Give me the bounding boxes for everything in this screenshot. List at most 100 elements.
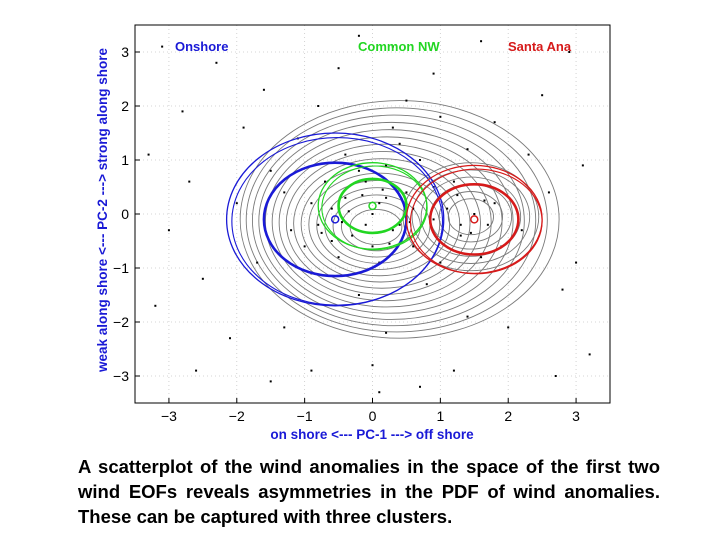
scatter-point [310,369,313,372]
scatter-point [337,256,340,259]
y-tick-label: −1 [113,260,129,276]
scatter-point [324,180,326,183]
scatter-point [466,315,469,318]
density-contour [447,198,494,236]
scatter-point [561,288,564,291]
scatter-point [391,45,394,48]
scatter-point [344,153,347,156]
scatter-point [419,159,421,161]
scatter-point [347,210,350,213]
scatter-point [161,45,164,48]
scatter-point [147,153,150,156]
density-contour [258,121,525,320]
y-tick-label: 1 [121,152,129,168]
scatter-point [364,223,367,226]
scatter-point [195,369,198,372]
scatter-point [575,261,578,264]
x-axis-label: on shore <--- PC-1 ---> off shore [270,427,474,442]
scatter-point [242,126,245,129]
scatter-point [269,169,272,172]
cluster-center [470,215,479,224]
scatter-point [385,196,388,199]
scatter-point [432,72,435,75]
cluster-circle-inner [428,182,520,256]
density-contour [278,143,492,302]
cluster-circles [225,132,543,307]
x-tick-label: 2 [504,408,512,424]
scatter-point [391,126,394,129]
scatter-point [357,169,360,172]
scatter-point [317,105,320,107]
scatter-point [167,229,170,232]
scatter-point [229,337,231,340]
scatter-point [469,231,472,234]
scatter-point [452,369,455,372]
density-contour [239,100,560,339]
figure-caption: A scatterplot of the wind anomalies in t… [78,456,660,527]
axis-ticks: −3 −2 −1 0 1 2 3 −3 −2 −1 0 1 2 3 [113,44,580,424]
density-contour [308,172,451,277]
cluster-circle-outer [231,137,444,306]
scatter-point [520,229,523,232]
scatter-point [256,261,259,264]
scatter-point [371,213,374,215]
legend-santa-ana: Santa Ana [508,39,572,54]
scatter-point [378,391,381,394]
scatter-point [357,34,360,37]
scatter-point [480,256,483,259]
density-contour [251,114,537,327]
scatter-points [147,34,591,394]
scatter-point [486,223,489,226]
scatter-point [412,207,415,210]
scatter-point [340,221,343,224]
density-contour [411,169,531,264]
scatter-point [439,261,442,264]
scatter-point [459,223,462,226]
scatter-point [269,380,272,383]
scatter-point [398,223,401,226]
scatter-point [201,277,204,280]
scatter-point [364,180,367,183]
scatter-point [303,245,306,248]
scatter-point [554,375,557,377]
scatter-point [262,88,265,91]
scatter-point [398,142,401,145]
scatter-point [381,188,384,191]
cluster-circle-outer [405,164,543,275]
scatter-point [283,326,286,329]
scatter-point [483,199,486,202]
scatter-point [446,207,449,210]
scatter-point [493,121,496,124]
scatter-point [320,231,323,234]
scatter-point [344,196,347,199]
y-axis-label: weak along shore <--- PC-2 ---> strong a… [95,47,110,373]
scatter-figure: −3 −2 −1 0 1 2 3 −3 −2 −1 0 1 2 3 Onshore Common NW S… [95,24,611,442]
scatter-point [310,202,313,205]
x-tick-label: 3 [572,408,580,424]
y-tick-label: −2 [113,314,129,330]
cluster-circle-inner [337,177,408,235]
scatter-point [456,194,459,197]
scatter-point [357,294,360,296]
scatter-point [473,213,476,215]
scatter-point [385,331,388,334]
y-tick-label: 0 [121,206,129,222]
scatter-point [581,164,584,167]
scatter-point [432,218,435,221]
x-tick-label: 0 [369,408,377,424]
cluster-circle-outer [409,168,543,275]
density-contour [245,107,548,333]
legend-common-nw: Common NW [358,39,440,54]
scatter-point [371,245,374,248]
scatter-point [235,202,238,205]
cluster-circle-outer [225,132,445,307]
scatter-point [391,229,394,232]
scatter-point [412,245,415,248]
scatter-point [405,191,408,194]
scatter-point [588,353,591,356]
cluster-circle-outer [321,165,428,251]
cluster-center [330,215,340,224]
scatter-point [361,194,364,197]
scatter-point [507,326,510,329]
scatter-point [419,385,421,388]
